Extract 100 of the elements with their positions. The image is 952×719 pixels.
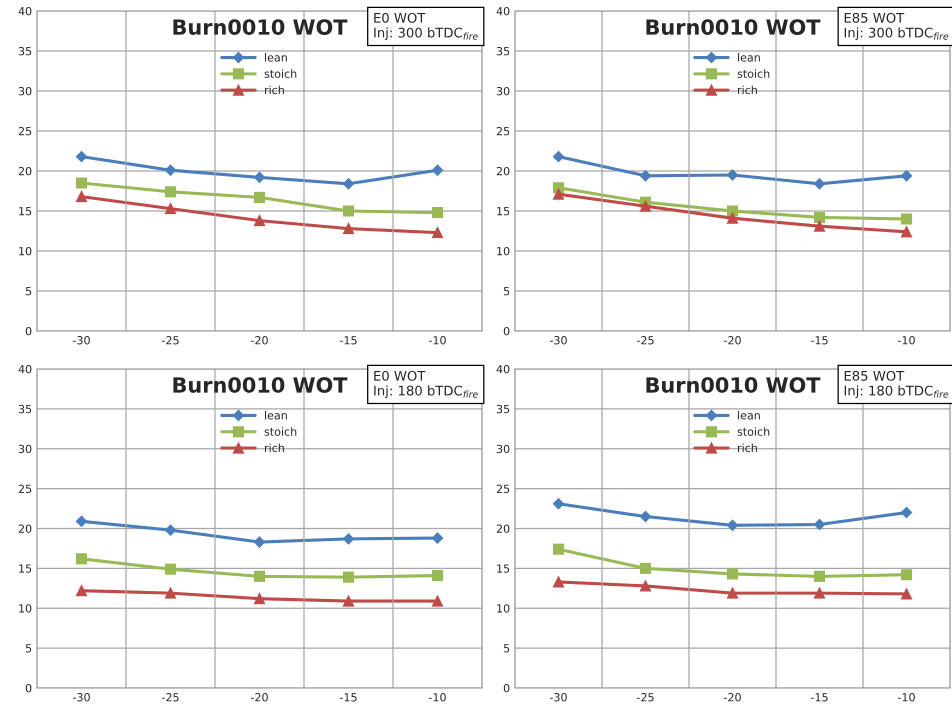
point <box>552 188 564 200</box>
y-tick-label: 40 <box>18 364 32 374</box>
chart-title: Burn0010 WOT <box>173 377 348 393</box>
x-tick-label: -15 <box>340 336 357 344</box>
y-tick-label: 0 <box>26 326 32 336</box>
y-tick-label: 40 <box>496 6 510 16</box>
point <box>726 588 738 599</box>
y-tick-label: 35 <box>18 46 32 56</box>
y-tick-label: 15 <box>19 564 32 573</box>
y-tick-label: 30 <box>18 444 32 454</box>
y-tick-label: 5 <box>26 287 32 296</box>
y-tick-label: 20 <box>18 524 32 533</box>
y-tick-label: 15 <box>497 564 510 573</box>
x-tick-label: -20 <box>724 336 741 344</box>
y-tick-label: 25 <box>18 126 32 136</box>
x-tick-label: -25 <box>162 336 179 344</box>
point <box>432 570 444 582</box>
y-tick-label: 5 <box>26 644 32 653</box>
point <box>640 580 652 592</box>
x-tick-label: -30 <box>550 693 567 702</box>
point <box>900 588 912 600</box>
chart-title: Burn0010 WOT <box>173 19 348 35</box>
x-tick-label: -30 <box>72 693 90 702</box>
y-tick-label: 25 <box>496 126 510 136</box>
x-tick-label: -15 <box>810 693 828 702</box>
y-tick-label: 25 <box>18 484 32 494</box>
point <box>814 588 826 599</box>
legend-label: lean <box>265 410 287 420</box>
point <box>76 553 88 564</box>
x-tick-label: -10 <box>428 336 446 344</box>
point <box>814 178 826 190</box>
point <box>432 532 444 544</box>
legend-label: lean <box>738 53 760 62</box>
point <box>164 524 176 536</box>
x-tick-label: -15 <box>340 693 357 702</box>
y-tick-label: 40 <box>18 6 32 16</box>
x-tick-label: -20 <box>250 336 268 344</box>
point <box>342 205 354 217</box>
y-tick-label: 20 <box>496 166 510 176</box>
y-tick-label: 5 <box>504 644 510 653</box>
x-tick-label: -25 <box>636 693 654 702</box>
legend-label: stoich <box>264 69 296 78</box>
y-tick-label: 10 <box>497 246 510 256</box>
y-tick-label: 20 <box>496 524 510 533</box>
point <box>164 564 176 575</box>
point <box>640 170 652 182</box>
x-tick-label: -30 <box>550 336 567 344</box>
point <box>164 588 176 599</box>
point <box>432 164 444 176</box>
y-tick-label: 35 <box>496 404 510 414</box>
y-tick-label: 30 <box>496 86 510 96</box>
x-tick-label: -30 <box>72 336 90 344</box>
point <box>342 223 354 234</box>
annotation: E85 WOT Inj: 300 bTDC$_{fire}$ <box>844 12 948 40</box>
annotation: E0 WOT Inj: 180 bTDC$_{fire}$ <box>374 370 478 398</box>
point <box>164 203 176 214</box>
point <box>726 568 738 580</box>
point <box>76 585 88 596</box>
point <box>814 212 826 223</box>
y-tick-label: 30 <box>18 86 32 96</box>
point <box>900 213 912 225</box>
chart-title: Burn0010 WOT <box>646 19 820 35</box>
point <box>342 533 354 544</box>
point <box>432 227 444 238</box>
point <box>726 169 738 181</box>
x-tick-label: -15 <box>810 336 828 344</box>
point <box>900 569 912 580</box>
x-tick-label: -25 <box>162 693 179 702</box>
point <box>164 164 176 176</box>
point <box>254 570 266 582</box>
y-tick-label: 15 <box>19 207 32 216</box>
y-tick-label: 10 <box>19 604 32 613</box>
point <box>552 544 564 555</box>
point <box>900 170 912 182</box>
x-tick-label: -10 <box>428 693 446 702</box>
x-tick-label: -20 <box>724 693 741 702</box>
x-tick-label: -25 <box>636 336 654 344</box>
point <box>814 220 826 232</box>
legend-label: stoich <box>738 427 770 436</box>
point <box>254 593 266 604</box>
y-tick-label: 10 <box>497 604 510 613</box>
legend-label: rich <box>265 444 284 452</box>
legend-label: stoich <box>738 69 770 78</box>
legend-label: lean <box>265 53 287 62</box>
point <box>432 207 444 218</box>
point <box>640 510 652 522</box>
x-tick-label: -10 <box>898 693 915 702</box>
y-tick-label: 0 <box>26 684 32 692</box>
legend-label: rich <box>738 444 757 452</box>
point <box>76 177 88 189</box>
point <box>552 150 564 162</box>
y-tick-label: 15 <box>497 207 510 216</box>
point <box>254 215 266 226</box>
point <box>900 226 912 238</box>
y-tick-label: 30 <box>496 444 510 454</box>
point <box>254 536 266 548</box>
y-tick-label: 35 <box>18 404 32 414</box>
point <box>76 191 88 202</box>
y-tick-label: 25 <box>496 484 510 494</box>
point <box>254 172 266 184</box>
